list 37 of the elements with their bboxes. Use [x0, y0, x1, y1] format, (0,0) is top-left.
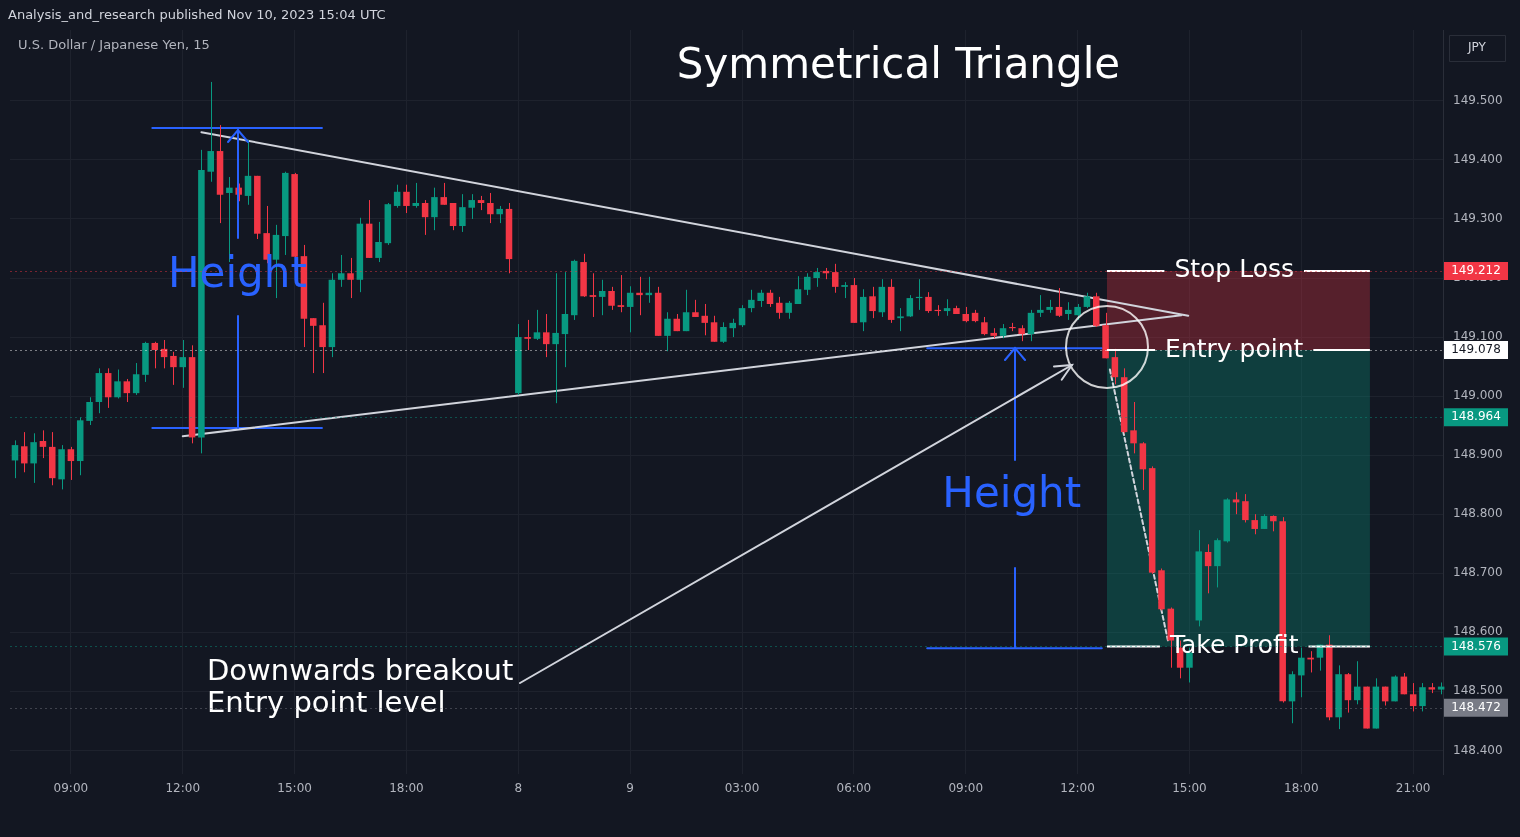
x-tick-label: 09:00	[53, 781, 89, 796]
text: U.S. Dollar / Japanese Yen, 15	[18, 37, 210, 53]
text: Analysis_and_research published Nov 10, 2023 15:04 UTC	[8, 7, 386, 23]
y-tick-label: 148.900	[1453, 447, 1503, 462]
x-tick-label: 8	[514, 781, 523, 796]
x-tick-label: 9	[626, 781, 634, 796]
y-tick-label: 148.800	[1453, 506, 1503, 521]
annotation: Entry point	[1165, 333, 1304, 363]
y-tick-label: 148.600	[1453, 624, 1503, 639]
x-tick-label: 09:00	[948, 781, 984, 796]
x-tick-label: 18:00	[1284, 781, 1319, 796]
ref-line-label: 148.576	[1451, 638, 1501, 653]
text: JPY	[1467, 40, 1487, 55]
x-tick-label: 06:00	[836, 781, 872, 796]
y-tick-label: 149.300	[1453, 211, 1503, 226]
x-tick-label: 12:00	[1060, 781, 1095, 796]
ref-line-label: 148.472	[1451, 699, 1501, 714]
y-tick-label: 149.100	[1453, 329, 1503, 344]
ref-line-label: 148.964	[1451, 409, 1501, 424]
chart-title: Symmetrical Triangle	[676, 38, 1121, 88]
y-tick-label: 148.500	[1453, 683, 1503, 698]
x-tick-label: 15:00	[277, 781, 312, 796]
x-tick-label: 03:00	[724, 781, 760, 796]
x-tick-label: 18:00	[389, 781, 424, 796]
x-tick-label: 21:00	[1395, 781, 1431, 796]
y-tick-label: 148.400	[1453, 742, 1503, 757]
x-tick-label: 15:00	[1172, 781, 1207, 796]
annotation: Downwards breakout Entry point level	[207, 652, 514, 719]
annotation: Height	[942, 468, 1082, 518]
annotation: Stop Loss	[1174, 254, 1295, 284]
y-tick-label: 149.500	[1453, 92, 1503, 107]
y-tick-label: 149.400	[1453, 152, 1503, 167]
ref-line-label: 149.078	[1451, 342, 1501, 357]
ref-line-label: 149.212	[1451, 263, 1501, 278]
x-tick-label: 12:00	[165, 781, 201, 796]
y-tick-label: 148.700	[1453, 565, 1503, 580]
y-tick-label: 149.000	[1453, 388, 1503, 403]
